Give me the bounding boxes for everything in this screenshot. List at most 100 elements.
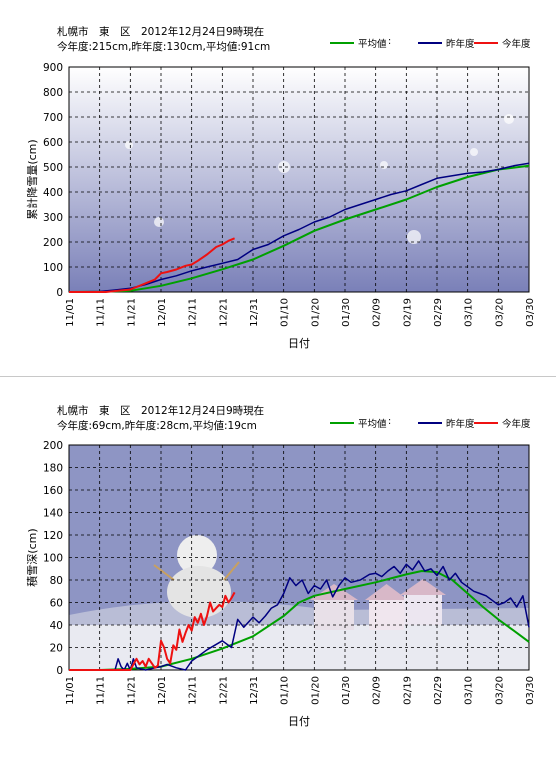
y-tick-label: 700: [43, 112, 63, 124]
x-axis-label: 日付: [288, 337, 310, 350]
house-3: [404, 595, 442, 625]
x-tick-label: 11/01: [65, 676, 76, 705]
y-axis-label: 積雪深(cm): [25, 528, 39, 586]
x-tick-label: 12/11: [188, 298, 199, 327]
legend-last-swatch: [418, 422, 442, 424]
snowfall-chart: 0 100 200 300 400 500 600 700 800 900 11/01 11/11 11…: [25, 62, 536, 350]
x-tick-label: 03/30: [525, 298, 536, 327]
y-tick-label: 600: [43, 137, 63, 149]
x-tick-label: 02/09: [372, 676, 383, 705]
legend-avg-label: 平均値: [358, 419, 387, 430]
y-tick-label: 100: [43, 262, 63, 274]
divider: [0, 376, 556, 377]
legend-avg-swatch: [330, 422, 354, 424]
y-tick-label: 0: [56, 287, 63, 299]
plot-background: [69, 67, 529, 292]
x-tick-label: 01/30: [341, 298, 352, 327]
snowman-arm-left: [153, 564, 175, 581]
y-tick-label: 160: [43, 485, 63, 497]
x-tick-label: 11/21: [126, 676, 137, 705]
x-tick-label: 11/01: [65, 298, 76, 327]
y-tick-label: 120: [43, 530, 63, 542]
legend-last-label: 昨年度: [446, 419, 475, 430]
legend-this-label: 今年度: [502, 39, 531, 50]
snowdepth-panel: 札幌市 東 区 2012年12月24日9時現在 今年度:69cm,昨年度:28c…: [0, 380, 556, 754]
x-tick-label: 02/29: [433, 676, 444, 705]
x-tick-label: 01/20: [310, 676, 321, 705]
x-tick-label: 01/10: [280, 676, 291, 705]
plot-frame: [68, 444, 530, 671]
y-tick-label: 800: [43, 87, 63, 99]
legend-last-label: 昨年度: [446, 39, 475, 50]
x-tick-label: 03/30: [525, 676, 536, 705]
chart-title: 札幌市 東 区 2012年12月24日9時現在: [57, 26, 265, 38]
chart-title: 札幌市 東 区 2012年12月24日9時現在: [57, 405, 265, 417]
y-axis-label: 累計降雪量(cm): [25, 139, 39, 219]
x-tick-label: 02/19: [402, 298, 413, 327]
y-tick-label: 180: [43, 463, 63, 475]
x-tick-label: 03/20: [494, 298, 505, 327]
x-tick-label: 02/09: [372, 298, 383, 327]
x-tick-label: 03/10: [464, 298, 475, 327]
y-tick-label: 100: [43, 553, 63, 565]
y-tick-label: 20: [50, 643, 63, 655]
x-tick-label: 03/10: [464, 676, 475, 705]
y-tick-label: 0: [56, 665, 63, 677]
x-tick-label: 02/29: [433, 298, 444, 327]
winter-scenery: [69, 535, 529, 670]
legend-this-swatch: [474, 422, 498, 424]
x-tick-label: 11/11: [96, 676, 107, 705]
x-tick-label: 12/21: [218, 676, 229, 705]
x-tick-label: 01/20: [310, 298, 321, 327]
x-tick-label: 12/11: [188, 676, 199, 705]
x-tick-label: 12/01: [157, 298, 168, 327]
snowflake-icon: [380, 161, 388, 169]
x-axis-label: 日付: [288, 715, 310, 728]
x-tick-label: 12/21: [218, 298, 229, 327]
x-tick-label: 12/31: [249, 298, 260, 327]
snowflake-icon: [407, 230, 421, 244]
y-tick-label: 60: [50, 598, 63, 610]
plot-frame: [68, 66, 530, 293]
snowflake-icon: [470, 148, 478, 156]
x-tick-label: 01/30: [341, 676, 352, 705]
y-tick-label: 200: [43, 237, 63, 249]
x-tick-label: 03/20: [494, 676, 505, 705]
avg-line: [68, 164, 530, 293]
chart-subtitle: 今年度:215cm,昨年度:130cm,平均値:91cm: [57, 41, 271, 53]
this-year-line: [69, 237, 235, 293]
y-tick-label: 500: [43, 162, 63, 174]
y-tick-label: 80: [50, 575, 63, 587]
snowflake-icon: [154, 217, 164, 227]
house-1: [314, 600, 354, 630]
x-tick-label: 02/19: [402, 676, 413, 705]
house-2: [369, 600, 404, 630]
y-tick-label: 200: [43, 440, 63, 452]
snowman-head: [177, 535, 217, 575]
y-tick-label: 140: [43, 508, 63, 520]
snowflakes: [125, 114, 514, 244]
snowman-body: [167, 566, 231, 618]
legend-avg-swatch: [330, 42, 354, 44]
x-tick-label: 12/01: [157, 676, 168, 705]
snowman-arm-right: [223, 561, 240, 581]
legend-avg-label: 平均値: [358, 39, 387, 50]
y-tick-label: 900: [43, 62, 63, 74]
snowdepth-chart: 0 20 40 60 80 100 120 140 160 180 200 11/01 11/11 11/…: [25, 440, 536, 728]
y-tick-label: 40: [50, 620, 63, 632]
x-tick-label: 11/21: [126, 298, 137, 327]
grid: [69, 67, 530, 292]
last-year-line: [69, 560, 530, 671]
this-year-line: [69, 591, 236, 671]
y-tick-label: 300: [43, 212, 63, 224]
snowfall-panel: 札幌市 東 区 2012年12月24日9時現在 今年度:215cm,昨年度:13…: [0, 0, 556, 374]
legend-this-swatch: [474, 42, 498, 44]
snowflake-icon: [504, 114, 514, 124]
chart-subtitle: 今年度:69cm,昨年度:28cm,平均値:19cm: [57, 420, 257, 432]
house-roof-3: [400, 579, 446, 595]
y-tick-label: 400: [43, 187, 63, 199]
legend-last-swatch: [418, 42, 442, 44]
snowflake-icon: [125, 141, 133, 149]
snowflake-icon: [278, 161, 290, 173]
legend-this-label: 今年度: [502, 419, 531, 430]
